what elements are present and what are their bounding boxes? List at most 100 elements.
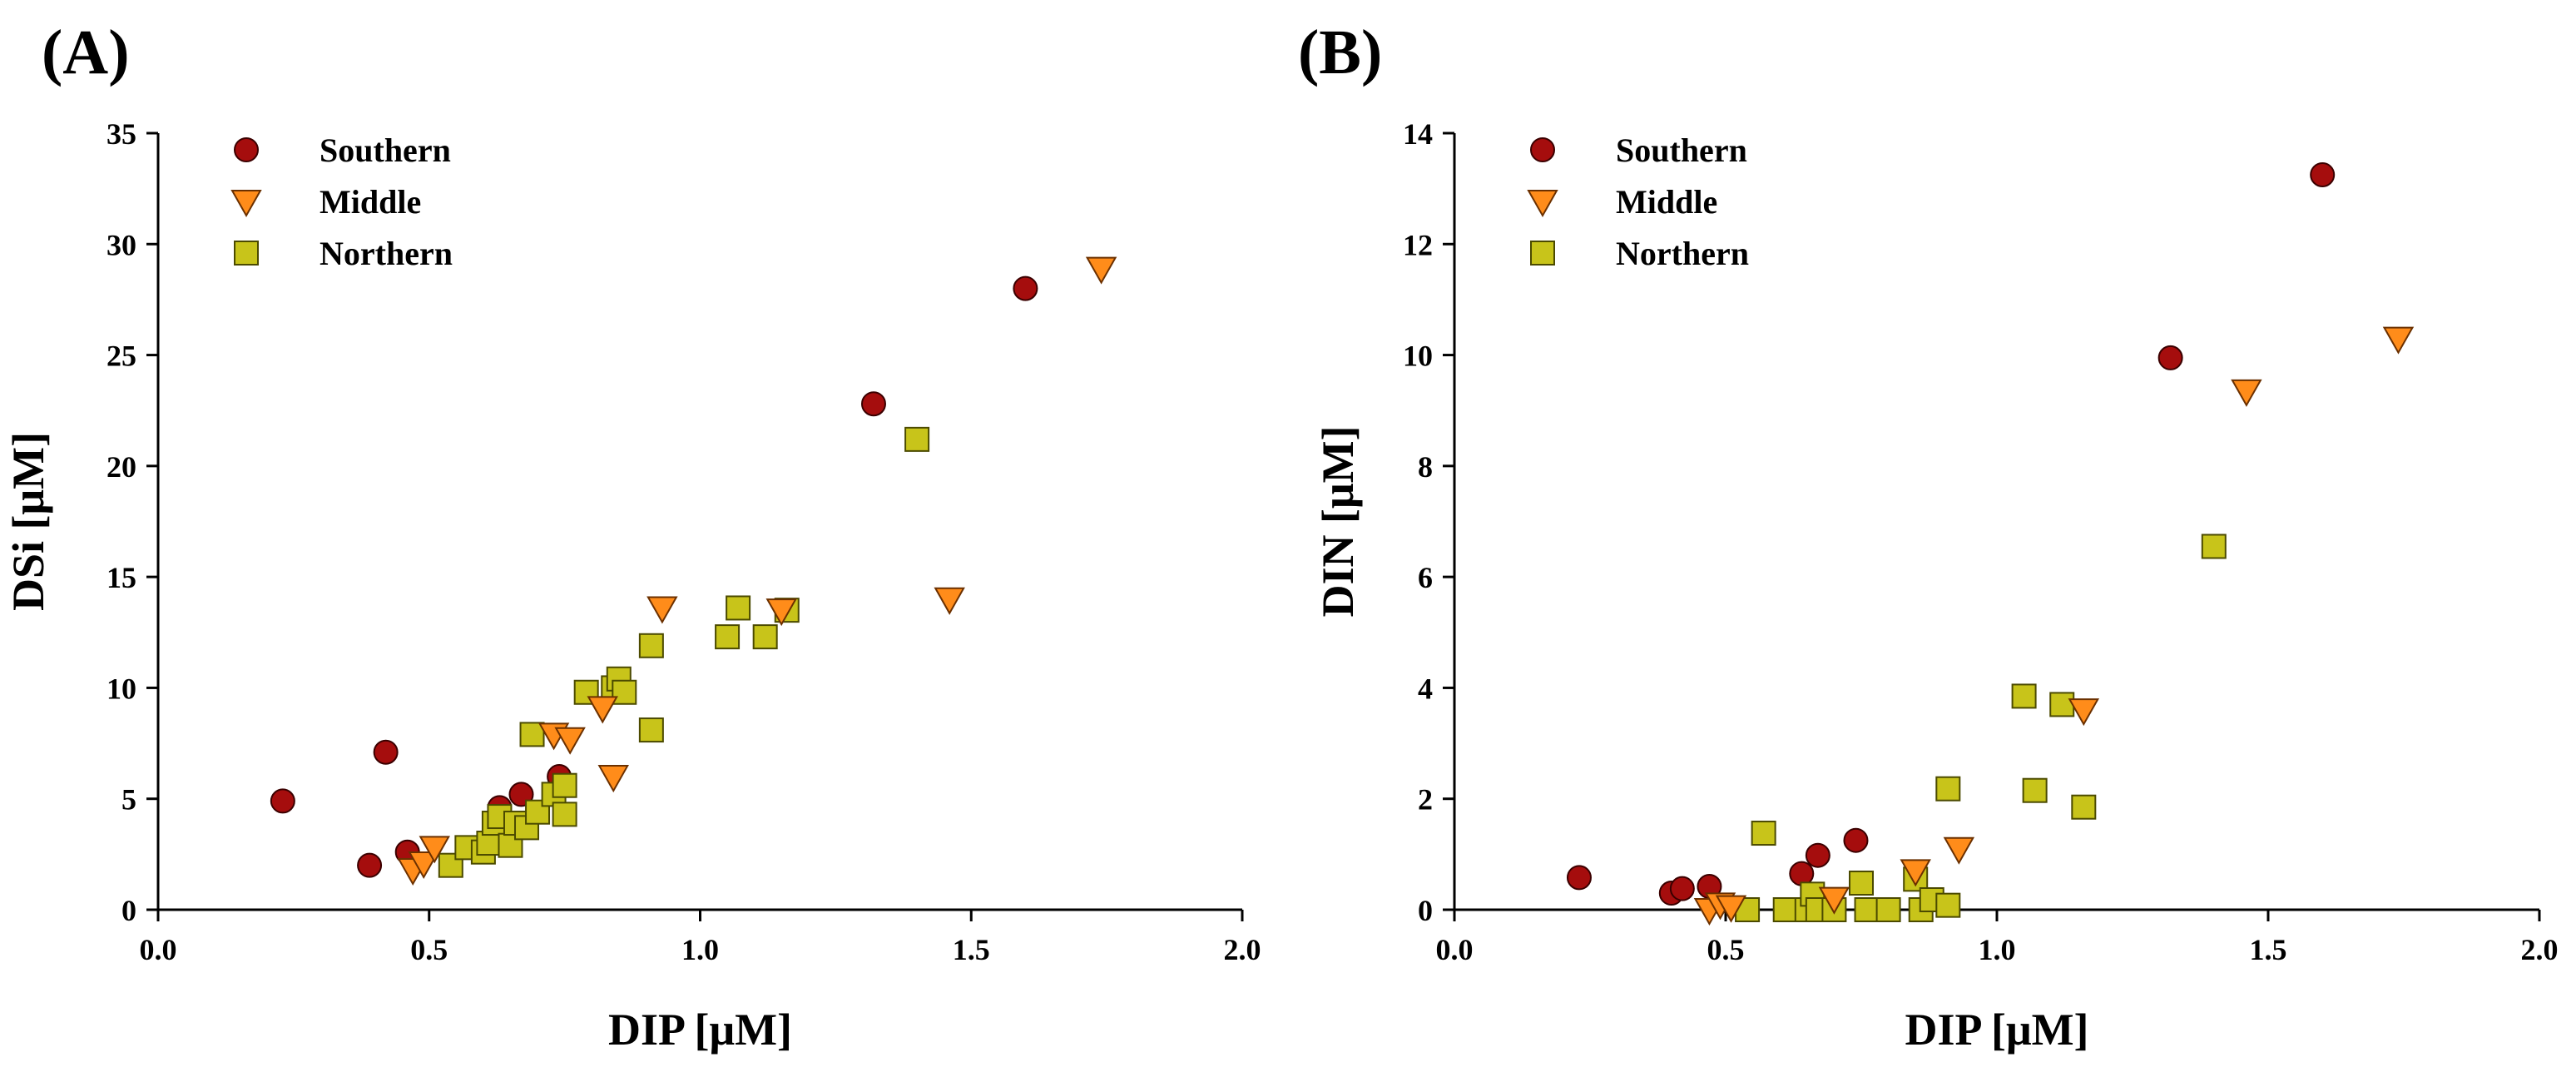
data-point-northern	[552, 772, 577, 798]
x-axis-title: DIP [μM]	[608, 1005, 792, 1055]
x-tick-label: 2.0	[2521, 933, 2559, 966]
data-point-northern	[1849, 871, 1874, 896]
legend-marker-middle	[1527, 190, 1558, 218]
legend-marker-southern	[1530, 137, 1555, 162]
data-point-northern	[2022, 777, 2048, 803]
data-point-northern	[2049, 692, 2075, 717]
y-tick-label: 2	[1418, 783, 1433, 817]
data-point-northern	[2071, 794, 2097, 820]
data-point-middle	[2068, 698, 2100, 727]
data-point-southern	[1805, 842, 1830, 868]
y-tick-label: 6	[1418, 561, 1433, 594]
data-point-middle	[934, 587, 965, 615]
legend: Southern Middle Northern	[1527, 132, 1749, 272]
y-tick-label: 0	[121, 894, 136, 927]
data-point-southern	[2310, 161, 2336, 187]
data-point-northern	[752, 624, 778, 650]
y-tick-label: 35	[107, 117, 136, 151]
x-tick-label: 0.5	[1707, 933, 1745, 966]
legend-label-northern: Northern	[320, 235, 453, 272]
series-middle	[397, 256, 1117, 886]
series-middle	[1693, 326, 2415, 926]
x-tick-label: 0.5	[410, 933, 448, 966]
data-point-middle	[1900, 859, 1931, 887]
data-point-middle	[1943, 836, 1975, 865]
legend-label-northern: Northern	[1616, 235, 1749, 272]
x-tick-label: 1.0	[681, 933, 719, 966]
data-point-northern	[715, 624, 741, 650]
data-point-southern	[357, 852, 383, 878]
y-tick-label: 20	[107, 450, 136, 484]
data-point-northern	[726, 595, 751, 621]
series-southern	[270, 275, 1038, 878]
series-northern	[438, 426, 930, 878]
y-axis-title: DIN [μM]	[1313, 425, 1363, 617]
data-point-southern	[860, 391, 886, 417]
data-point-middle	[1085, 256, 1117, 285]
panel-a: (A) 0.0 0.5 1.0 1.5 2.0 0 5 10 15 20 25 30 35 DIP [μM]…	[3, 17, 1261, 1055]
legend-label-middle: Middle	[320, 183, 421, 221]
data-point-middle	[646, 596, 678, 624]
y-tick-label: 4	[1418, 672, 1433, 705]
data-point-northern	[2011, 683, 2037, 709]
y-tick-label: 25	[107, 340, 136, 373]
data-point-southern	[2157, 345, 2183, 370]
x-tick-label: 0.0	[140, 933, 177, 966]
legend-marker-southern	[234, 137, 259, 162]
panel-label-b: (B)	[1298, 17, 1382, 87]
data-point-northern	[1854, 897, 1880, 922]
x-tick-label: 0.0	[1436, 933, 1474, 966]
data-point-middle	[419, 836, 450, 864]
x-tick-label: 1.5	[2250, 933, 2287, 966]
y-tick-label: 8	[1418, 450, 1433, 484]
data-point-southern	[270, 788, 295, 814]
data-point-northern	[1751, 821, 1776, 846]
y-tick-label: 12	[1403, 228, 1433, 261]
series-southern	[1566, 161, 2336, 906]
data-point-middle	[1715, 895, 1747, 923]
data-point-southern	[373, 739, 399, 765]
x-axis-title: DIP [μM]	[1905, 1005, 2088, 1055]
x-tick-label: 1.5	[953, 933, 990, 966]
data-point-northern	[904, 426, 930, 452]
data-point-northern	[1935, 892, 1961, 918]
data-point-southern	[1669, 876, 1695, 901]
legend-label-middle: Middle	[1616, 183, 1717, 221]
data-point-middle	[2382, 326, 2415, 355]
y-tick-label: 30	[107, 228, 136, 261]
data-point-middle	[408, 851, 439, 880]
data-point-southern	[1843, 827, 1869, 853]
data-point-northern	[552, 802, 577, 827]
data-point-middle	[554, 727, 586, 755]
y-tick-label: 10	[1403, 340, 1433, 373]
y-tick-label: 15	[107, 561, 136, 594]
data-point-middle	[587, 696, 618, 724]
panel-b: (B) 0.0 0.5 1.0 1.5 2.0 0 2 4 6 8 10 12 14 DIP [μM] DIN…	[1298, 17, 2559, 1055]
data-point-northern	[1935, 776, 1961, 802]
data-point-middle	[1818, 886, 1850, 915]
data-point-southern	[1013, 275, 1038, 301]
data-point-northern	[638, 717, 664, 743]
panel-label-a: (A)	[42, 17, 130, 87]
data-point-middle	[597, 765, 629, 793]
data-point-northern	[1772, 897, 1798, 922]
x-tick-label: 1.0	[1979, 933, 2016, 966]
data-point-northern	[612, 679, 637, 705]
data-point-southern	[1566, 865, 1592, 891]
y-tick-label: 0	[1418, 894, 1433, 927]
legend-label-southern: Southern	[1616, 132, 1747, 169]
data-point-northern	[519, 722, 545, 747]
legend-marker-northern	[1530, 241, 1555, 266]
legend-marker-northern	[234, 241, 259, 266]
data-point-middle	[2231, 379, 2262, 407]
data-point-middle	[765, 598, 797, 627]
x-tick-label: 2.0	[1224, 933, 1261, 966]
data-point-northern	[638, 633, 664, 658]
y-tick-label: 5	[121, 783, 136, 817]
y-tick-label: 10	[107, 672, 136, 705]
legend: Southern Middle Northern	[230, 132, 453, 272]
data-point-northern	[1875, 897, 1901, 922]
y-tick-label: 14	[1403, 117, 1433, 151]
data-point-northern	[2201, 534, 2227, 559]
